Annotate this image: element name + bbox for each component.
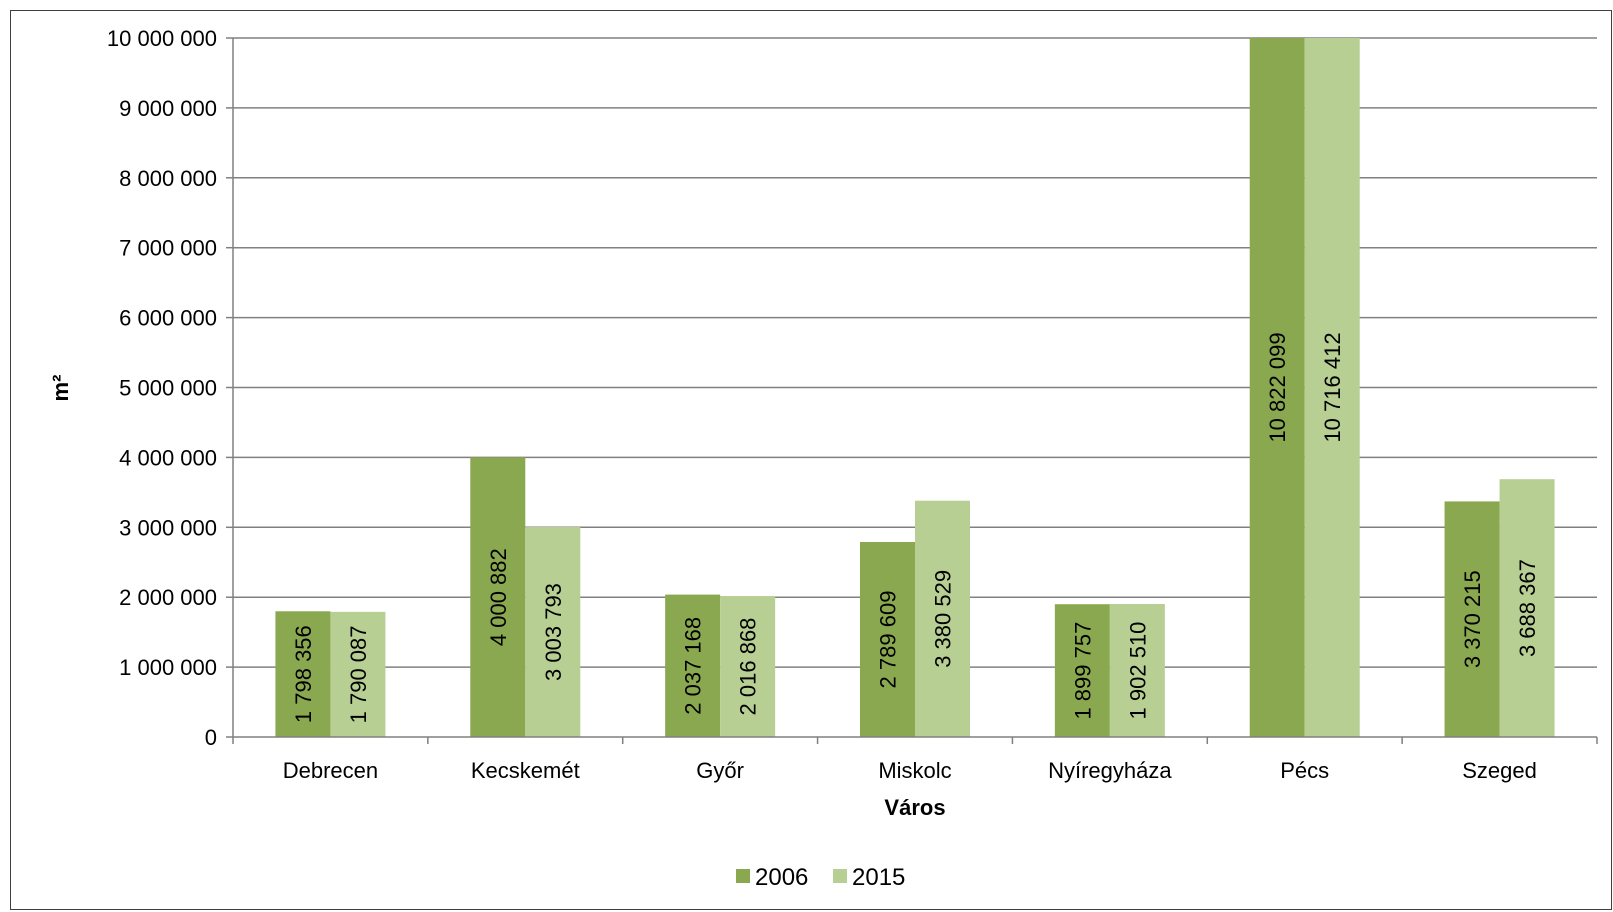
data-label: 10 822 099: [1265, 332, 1290, 442]
y-tick-label: 9 000 000: [119, 96, 217, 121]
data-label: 2 037 168: [681, 617, 706, 715]
x-tick-label: Miskolc: [878, 758, 951, 783]
y-tick-label: 1 000 000: [119, 655, 217, 680]
legend-swatch: [833, 869, 847, 883]
x-axis-title: Város: [884, 795, 945, 820]
x-tick-label: Debrecen: [283, 758, 378, 783]
bar: [1249, 38, 1305, 737]
bar: [525, 527, 581, 737]
x-tick-label: Nyíregyháza: [1048, 758, 1172, 783]
x-tick-label: Pécs: [1280, 758, 1329, 783]
y-tick-label: 7 000 000: [119, 236, 217, 261]
bar: [915, 500, 970, 737]
bar: [1054, 604, 1110, 737]
legend: 2006 2015: [736, 864, 905, 891]
bar: [860, 542, 915, 737]
bar: [1444, 501, 1500, 737]
bar: [330, 611, 386, 737]
y-tick-label: 3 000 000: [119, 515, 217, 540]
legend-swatch: [736, 869, 750, 883]
x-tick-label: Kecskemét: [471, 758, 580, 783]
bar: [1109, 604, 1165, 737]
bar: [665, 594, 721, 737]
data-label: 1 899 757: [1070, 622, 1095, 720]
bars: [275, 38, 1555, 737]
data-label: 1 798 356: [291, 625, 316, 723]
y-tick-label: 10 000 000: [107, 26, 217, 51]
legend-label: 2006: [755, 864, 808, 891]
legend-label: 2015: [852, 864, 905, 891]
data-labels: 1 798 356 1 790 087 4 000 882 3 003 793 2 03…: [291, 332, 1540, 723]
data-label: 10 716 412: [1320, 332, 1345, 442]
gridlines: [233, 37, 1597, 668]
y-tick-label: 8 000 000: [119, 166, 217, 191]
y-tick-label: 6 000 000: [119, 306, 217, 331]
y-tick-label: 4 000 000: [119, 445, 217, 470]
y-tick-label: 5 000 000: [119, 376, 217, 401]
y-tick-label: 2 000 000: [119, 585, 217, 610]
data-label: 1 902 510: [1125, 622, 1150, 720]
data-label: 4 000 882: [486, 548, 511, 646]
data-label: 1 790 087: [346, 625, 371, 723]
data-label: 3 003 793: [541, 583, 566, 681]
bar: [1304, 38, 1360, 737]
axes: 0 1 000 000 2 000 000 3 000 000 4 000 000 5 0…: [107, 26, 1598, 783]
bar: [470, 457, 526, 737]
bar: [720, 596, 776, 737]
bar: [1499, 479, 1555, 737]
bar: [275, 611, 331, 737]
y-axis-title: m²: [48, 375, 73, 402]
y-tick-label: 0: [205, 725, 217, 750]
data-label: 3 370 215: [1460, 570, 1485, 668]
data-label: 2 016 868: [736, 618, 761, 716]
x-tick-label: Szeged: [1462, 758, 1537, 783]
x-tick-label: Győr: [696, 758, 744, 783]
data-label: 3 380 529: [931, 570, 956, 668]
data-label: 3 688 367: [1515, 559, 1540, 657]
data-label: 2 789 609: [876, 591, 901, 689]
